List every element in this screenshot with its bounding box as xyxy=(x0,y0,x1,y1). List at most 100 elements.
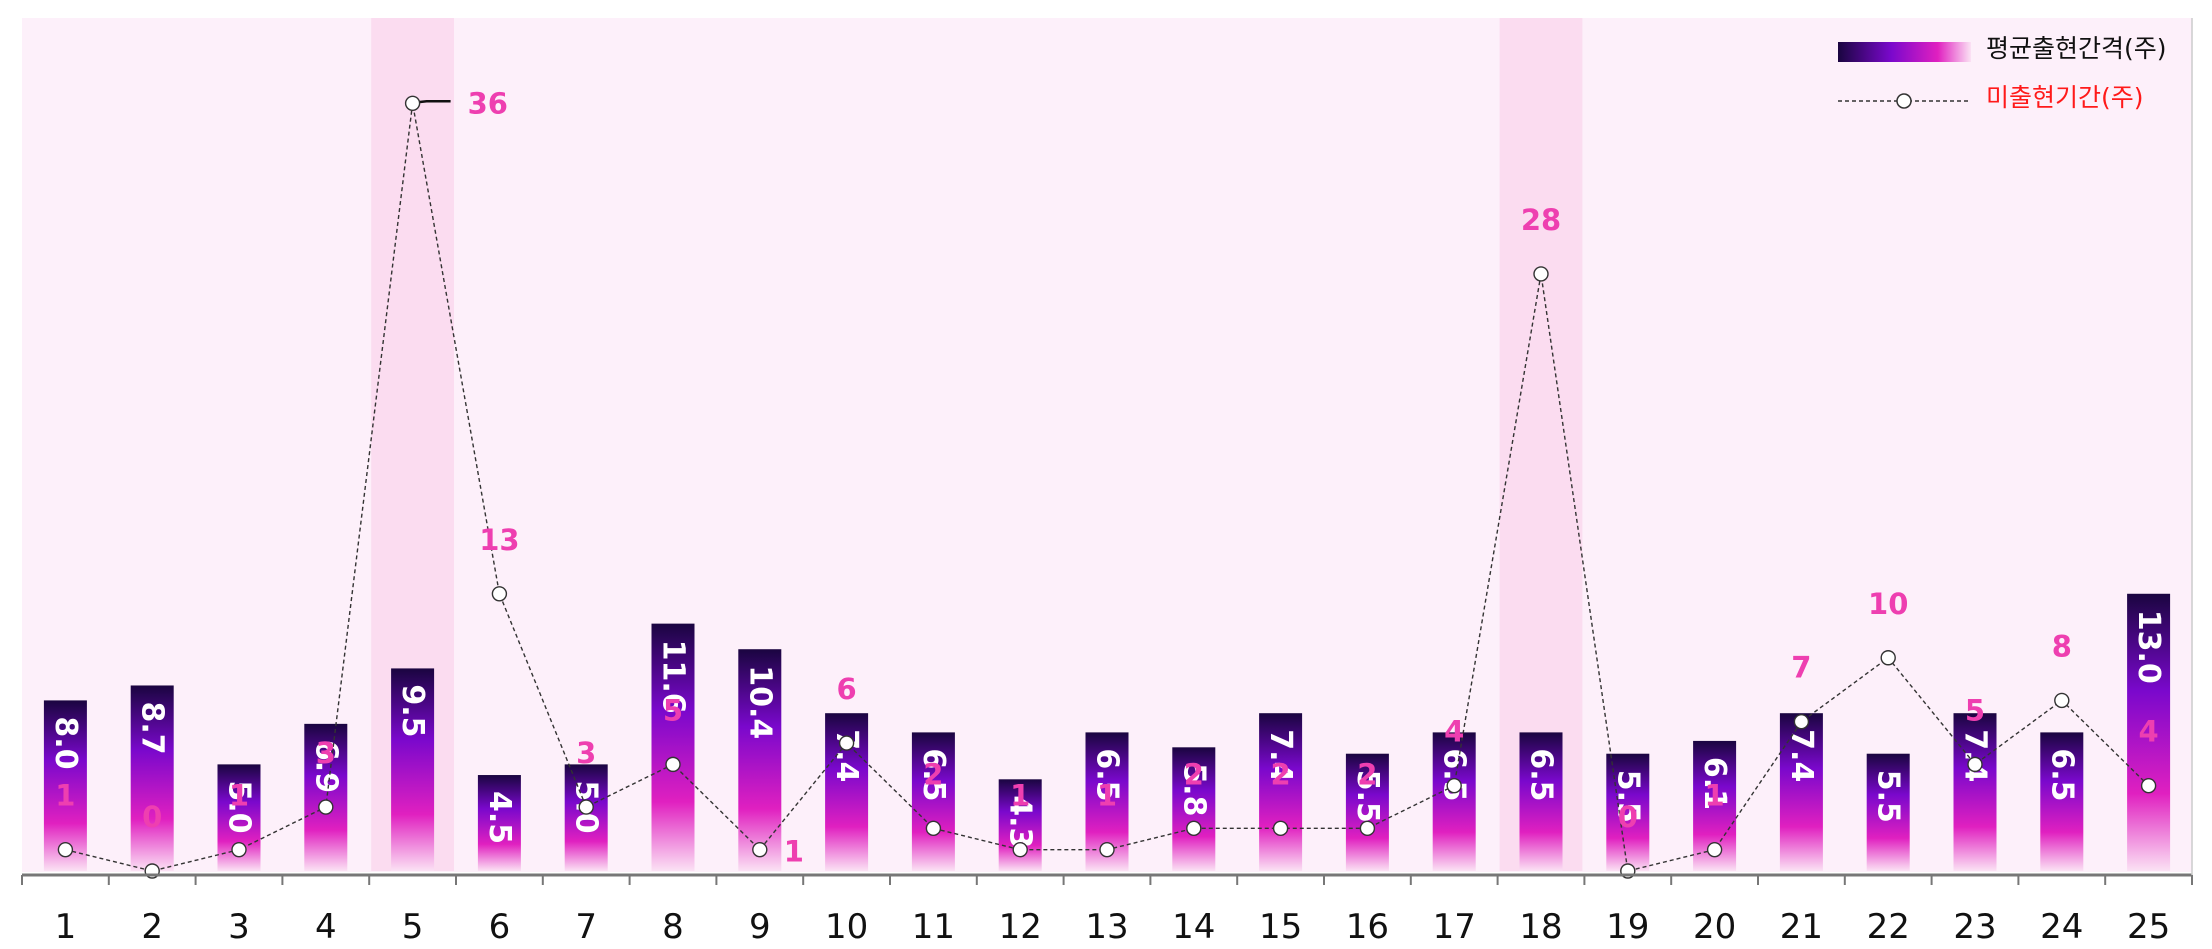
x-tick-label-1: 1 xyxy=(55,907,77,947)
x-tick-label-5: 5 xyxy=(402,907,424,947)
x-axis-tick-labels: 1 2 3 4 5 6 7 8 9 10 11 12 13 14 15 16 17 18 19 20 21 22 23 24 2… xyxy=(55,907,2171,947)
x-tick-label-13: 13 xyxy=(1085,907,1128,947)
line-point-15 xyxy=(1272,820,1289,837)
line-point-7 xyxy=(578,799,594,815)
line-label-12: 1 xyxy=(1010,779,1030,813)
x-axis-ticks xyxy=(21,875,2193,885)
line-point-6 xyxy=(491,586,508,602)
line-point-21 xyxy=(1793,714,1810,730)
x-tick-label-4: 4 xyxy=(315,907,337,947)
bar-label-8: 11.6 xyxy=(656,640,691,714)
x-tick-label-16: 16 xyxy=(1346,907,1389,947)
line-label-25: 4 xyxy=(2139,715,2159,749)
bar-2 xyxy=(130,685,174,871)
x-tick-label-11: 11 xyxy=(912,907,955,947)
bar-label-3: 5.0 xyxy=(222,780,257,833)
line-point-18 xyxy=(1533,266,1549,282)
highlight-band-18 xyxy=(1499,18,1583,871)
bar-label-22: 5.5 xyxy=(1871,770,1906,823)
line-point-17 xyxy=(1446,778,1462,794)
x-tick-label-25: 25 xyxy=(2127,907,2170,947)
legend-bar-swatch xyxy=(1838,42,1971,62)
line-point-14 xyxy=(1186,820,1202,837)
x-tick-label-3: 3 xyxy=(228,907,250,947)
x-tick-label-22: 22 xyxy=(1867,907,1910,947)
bar-7 xyxy=(564,764,608,871)
line-label-16: 2 xyxy=(1357,757,1377,791)
line-label-8: 5 xyxy=(663,693,683,727)
x-tick-label-8: 8 xyxy=(662,907,684,947)
bar-label-21: 7.4 xyxy=(1784,729,1819,782)
line-point-3 xyxy=(231,841,247,858)
bar-16 xyxy=(1345,753,1389,871)
x-tick-label-21: 21 xyxy=(1780,907,1823,947)
x-tick-label-12: 12 xyxy=(999,907,1042,947)
bar-15 xyxy=(1259,713,1303,871)
bar-22 xyxy=(1866,753,1910,871)
line-label-23: 5 xyxy=(1965,693,1985,727)
line-label-1: 1 xyxy=(55,779,75,813)
x-tick-label-6: 6 xyxy=(489,907,511,947)
line-label-3: 1 xyxy=(229,779,249,813)
bar-label-15: 7.4 xyxy=(1263,729,1298,782)
line-label-5: 36 xyxy=(468,86,508,120)
line-point-8 xyxy=(665,756,681,773)
line-point-16 xyxy=(1359,820,1376,837)
x-tick-label-23: 23 xyxy=(1953,907,1996,947)
x-tick-label-14: 14 xyxy=(1172,907,1215,947)
line-point-23 xyxy=(1967,756,1983,773)
bar-11 xyxy=(911,732,955,871)
bar-value-labels: 8.08.75.06.99.54.55.011.610.47.46.54.36.… xyxy=(48,610,2166,849)
x-tick-label-20: 20 xyxy=(1693,907,1736,947)
peak-leader-line xyxy=(417,100,451,104)
legend-line-label: 미출현기간(주) xyxy=(1986,83,2144,112)
line-label-6: 13 xyxy=(479,523,519,557)
line-point-13 xyxy=(1099,841,1115,858)
x-tick-label-19: 19 xyxy=(1606,907,1649,947)
line-point-1 xyxy=(57,841,74,858)
x-tick-label-15: 15 xyxy=(1259,907,1302,947)
bar-25 xyxy=(2127,593,2171,871)
bar-label-14: 5.8 xyxy=(1176,763,1211,816)
line-label-7: 3 xyxy=(576,736,596,770)
line-label-14: 2 xyxy=(1184,757,1204,791)
bar-label-20: 6.1 xyxy=(1697,757,1732,810)
line-label-2: 0 xyxy=(142,800,162,834)
line-label-20: 1 xyxy=(1705,779,1725,813)
line-point-4 xyxy=(318,799,334,815)
bar-label-18: 6.5 xyxy=(1524,748,1559,801)
line-label-4: 3 xyxy=(316,736,336,770)
highlight-bands xyxy=(371,18,1583,871)
bar-label-17: 6.5 xyxy=(1437,748,1472,801)
bar-4 xyxy=(304,723,348,871)
x-tick-label-18: 18 xyxy=(1519,907,1562,947)
line-label-11: 2 xyxy=(923,757,943,791)
line-label-15: 2 xyxy=(1271,757,1291,791)
bar-label-23: 7.4 xyxy=(1958,729,1993,782)
line-label-17: 4 xyxy=(1444,715,1464,749)
bar-label-25: 13.0 xyxy=(2131,610,2166,684)
line-label-19: 0 xyxy=(1618,800,1638,834)
line-label-18: 28 xyxy=(1521,203,1561,237)
bar-8 xyxy=(651,623,695,871)
bar-19 xyxy=(1606,753,1650,871)
bar-label-9: 10.4 xyxy=(742,665,777,739)
bar-label-1: 8.0 xyxy=(48,716,83,769)
legend-line-marker xyxy=(1896,93,1912,109)
bar-label-13: 6.5 xyxy=(1090,748,1125,801)
x-tick-label-17: 17 xyxy=(1433,907,1476,947)
line-point-9 xyxy=(752,841,768,858)
line-point-10 xyxy=(838,735,855,751)
bar-24 xyxy=(2040,732,2084,871)
line-point-20 xyxy=(1706,841,1723,858)
line-label-21: 7 xyxy=(1791,651,1811,685)
line-point-24 xyxy=(2054,692,2070,709)
bar-label-12: 4.3 xyxy=(1003,795,1038,848)
line-label-9: 1 xyxy=(784,835,804,869)
line-label-24: 8 xyxy=(2052,629,2072,663)
legend-bar-label: 평균출현간격(주) xyxy=(1986,34,2167,63)
line-label-13: 1 xyxy=(1097,779,1117,813)
bar-label-4: 6.9 xyxy=(308,740,343,793)
